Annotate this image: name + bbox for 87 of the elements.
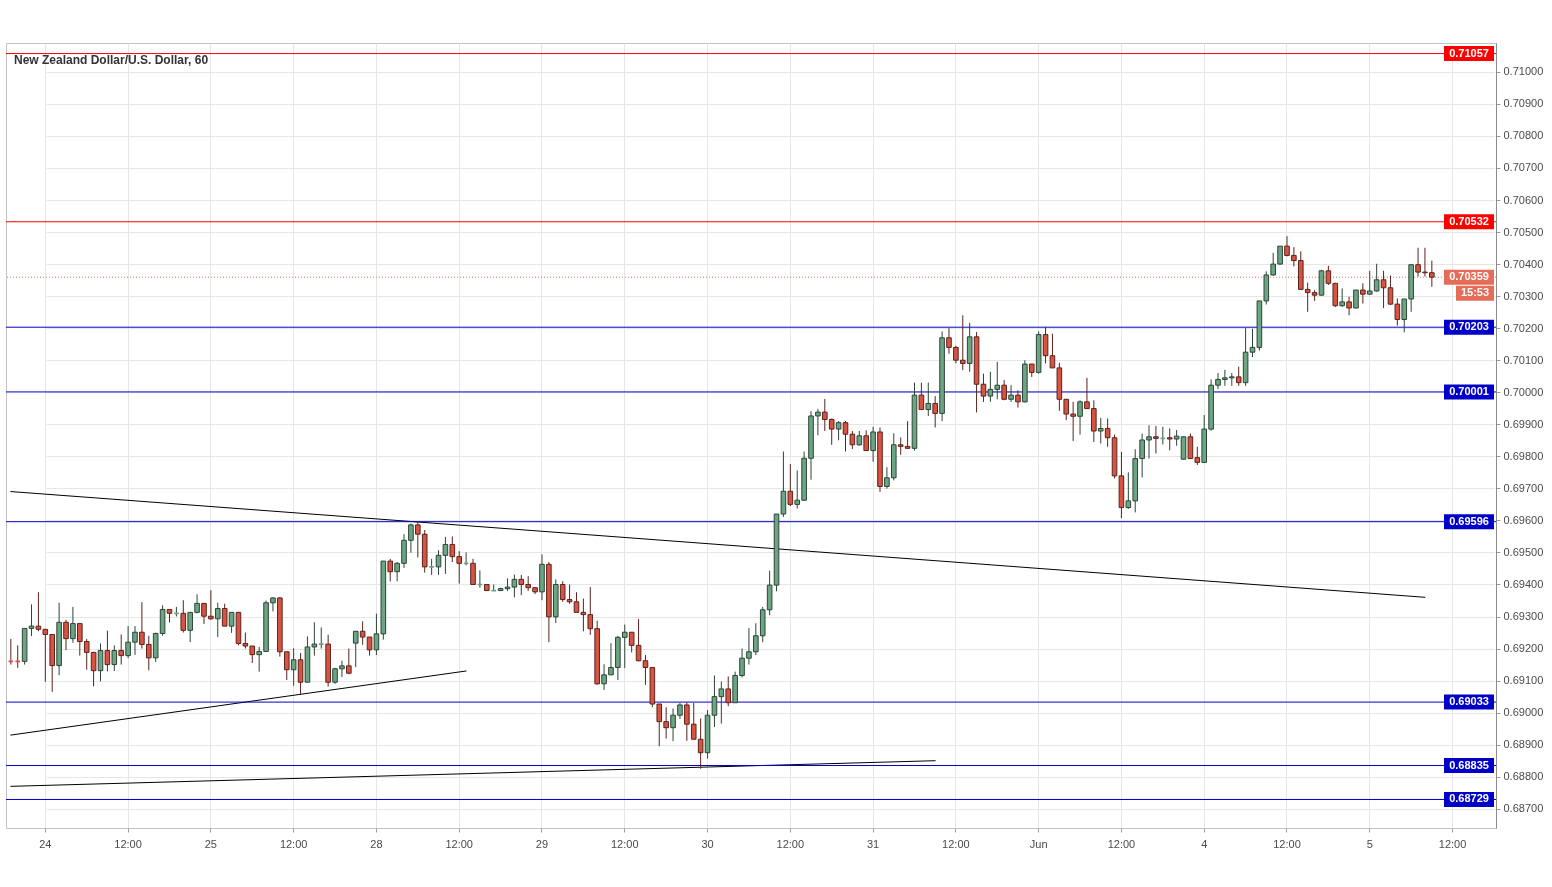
- x-tick-label: 12:00: [279, 837, 308, 850]
- x-tick-label: 12:00: [445, 837, 473, 850]
- x-tick-label: 29: [535, 837, 549, 850]
- candlestick: [180, 599, 187, 634]
- candlestick: [470, 558, 476, 585]
- y-tick-label: 0.69600: [1503, 513, 1544, 526]
- ref-line-label: 0.71057: [1449, 46, 1489, 59]
- y-tick-label: 0.68800: [1503, 770, 1544, 783]
- text: New Zealand Dollar/U.S. Dollar, 60: [14, 53, 209, 67]
- y-tick-label: 0.68900: [1503, 738, 1544, 751]
- x-tick-label: 12:00: [611, 837, 639, 850]
- y-tick-label: 0.70300: [1503, 289, 1544, 302]
- y-tick-label: 0.70700: [1503, 161, 1544, 174]
- y-tick-label: 0.69900: [1503, 417, 1544, 430]
- candlestick: [1360, 282, 1366, 304]
- y-tick-label: 0.70100: [1503, 353, 1544, 366]
- ref-line-label: 0.69596: [1449, 514, 1489, 527]
- y-tick-label: 0.70000: [1503, 385, 1544, 398]
- y-tick-label: 0.68700: [1503, 802, 1544, 815]
- y-tick-label: 0.71000: [1503, 65, 1544, 78]
- candlestick: [870, 426, 876, 463]
- y-tick-label: 0.70900: [1503, 97, 1544, 110]
- x-tick-label: 4: [1201, 837, 1208, 850]
- ref-line-label: 0.70532: [1449, 214, 1489, 227]
- x-tick-label: 12:00: [1438, 837, 1467, 850]
- candlestick: [1015, 389, 1021, 409]
- candlestick: [1008, 384, 1014, 403]
- x-tick-label: 12:00: [114, 837, 142, 850]
- candlestick: [387, 558, 394, 582]
- candlestick: [725, 675, 732, 707]
- x-tick-label: Jun: [1029, 837, 1048, 850]
- candlestick: [111, 644, 118, 672]
- ref-line-label: 0.68835: [1449, 758, 1489, 771]
- candlestick: [925, 382, 932, 417]
- candlestick: [290, 647, 297, 687]
- candlestick: [1235, 366, 1242, 387]
- y-tick-label: 0.69800: [1503, 449, 1544, 462]
- ref-line-label: 0.69033: [1449, 695, 1489, 708]
- y-tick-label: 0.70200: [1503, 321, 1544, 334]
- candlestick: [346, 648, 352, 675]
- candlestick: [835, 420, 842, 441]
- y-tick-label: 0.70500: [1503, 225, 1544, 238]
- x-tick-label: 24: [39, 837, 52, 850]
- candlestick: [352, 630, 359, 668]
- candlestick: [1097, 417, 1104, 445]
- x-tick-label: 12:00: [776, 837, 805, 850]
- candlestick: [1339, 287, 1345, 308]
- text: 15:53: [1460, 286, 1490, 299]
- candlestick: [63, 619, 69, 651]
- x-tick-label: 12:00: [1107, 837, 1136, 850]
- candlestick: [221, 603, 228, 627]
- y-tick-label: 0.70800: [1503, 129, 1544, 142]
- candlestick: [70, 606, 76, 644]
- candlestick: [1353, 289, 1359, 310]
- candlestick: [932, 395, 938, 428]
- x-tick-label: 12:00: [1273, 837, 1301, 850]
- candlestick: [1153, 425, 1159, 454]
- candlestick: [1077, 399, 1083, 436]
- y-tick-label: 0.69000: [1503, 706, 1544, 719]
- x-tick-label: 30: [701, 837, 714, 850]
- x-tick-label: 5: [1366, 837, 1373, 850]
- candlestick: [297, 652, 304, 695]
- candlestick: [1166, 427, 1173, 451]
- candlestick: [863, 429, 869, 452]
- candlestick: [118, 633, 124, 666]
- y-tick-label: 0.69300: [1503, 610, 1544, 623]
- x-tick-label: 12:00: [942, 837, 970, 850]
- x-tick-label: 28: [370, 837, 383, 850]
- ref-line-label: 0.68729: [1449, 792, 1489, 805]
- y-tick-label: 0.69400: [1503, 577, 1544, 590]
- y-tick-label: 0.70400: [1503, 257, 1544, 270]
- candlestick: [228, 611, 235, 634]
- y-tick-label: 0.69100: [1503, 674, 1544, 687]
- candlestick: [787, 463, 794, 507]
- ref-line-label: 0.70203: [1449, 320, 1489, 333]
- y-tick-label: 0.69500: [1503, 545, 1544, 558]
- candlestick: [918, 382, 925, 411]
- x-tick-label: 25: [204, 837, 217, 850]
- x-tick-label: 31: [866, 837, 880, 850]
- y-tick-label: 0.69200: [1503, 642, 1544, 655]
- candlestick: [104, 630, 111, 672]
- ref-line-label: 0.70359: [1449, 270, 1489, 283]
- y-tick-label: 0.70600: [1503, 193, 1544, 206]
- candlestick: [1346, 296, 1352, 316]
- y-tick-label: 0.69700: [1503, 481, 1544, 494]
- ref-line-label: 0.70001: [1449, 384, 1489, 397]
- candlestick: [214, 602, 221, 638]
